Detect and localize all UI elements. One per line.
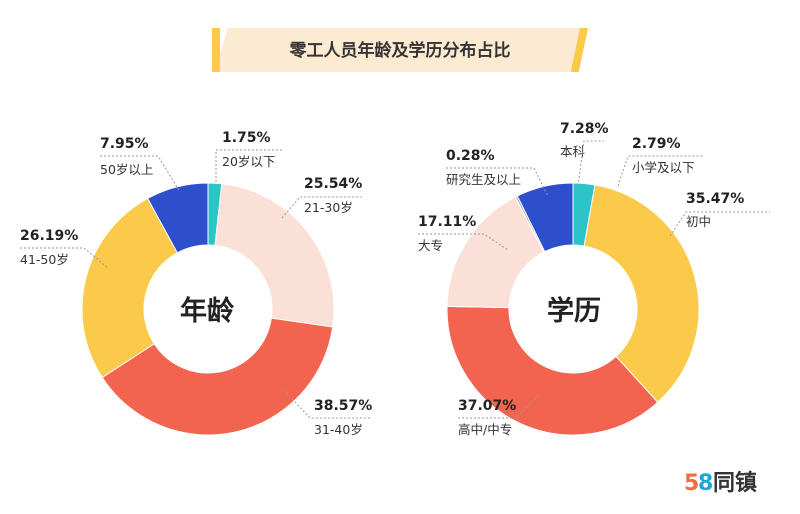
edu-leader-postgrad xyxy=(446,167,549,197)
age-slice-3 xyxy=(81,197,179,379)
edu-leader-senior xyxy=(458,393,541,419)
age-leader-21-30 xyxy=(281,196,362,219)
age-leader-20-under xyxy=(215,149,282,186)
age-label-cat-20-under: 20岁以下 xyxy=(222,154,275,169)
edu-label-cat-postgrad: 研究生及以上 xyxy=(446,172,521,187)
age-leader-50-over xyxy=(100,155,181,193)
edu-label-cat-senior: 高中/中专 xyxy=(458,422,512,437)
edu-slice-2 xyxy=(446,305,659,436)
edu-label-value-postgrad: 0.28% xyxy=(446,148,495,164)
edu-label-cat-primary: 小学及以下 xyxy=(632,160,695,175)
edu-center-label: 学历 xyxy=(547,295,601,327)
edu-label-value-junior: 35.47% xyxy=(686,191,744,207)
age-center-label: 年龄 xyxy=(180,295,235,327)
edu-leader-college xyxy=(418,233,509,251)
age-label-value-50-over: 7.95% xyxy=(100,136,149,152)
age-label-cat-50-over: 50岁以上 xyxy=(100,162,153,177)
education-donut xyxy=(446,182,700,436)
age-slice-2 xyxy=(101,317,334,436)
edu-leader-junior xyxy=(669,211,770,237)
age-leader-31-40 xyxy=(283,389,372,419)
brand-5: 5 xyxy=(684,471,699,496)
age-label-value-21-30: 25.54% xyxy=(304,176,362,192)
age-label-cat-31-40: 31-40岁 xyxy=(314,422,363,437)
age-labels: 1.75% 20岁以下 25.54% 21-30岁 38.57% 31-40岁 … xyxy=(20,130,372,437)
age-leader-41-50 xyxy=(20,247,109,269)
edu-leader-bachelor xyxy=(577,140,604,187)
brand-8: 8 xyxy=(698,471,713,496)
age-slice-1 xyxy=(214,183,335,328)
edu-label-cat-junior: 初中 xyxy=(686,214,711,229)
edu-label-cat-college: 大专 xyxy=(418,238,443,253)
age-slice-4 xyxy=(146,182,209,254)
edu-slice-5 xyxy=(516,182,574,253)
edu-label-value-college: 17.11% xyxy=(418,214,476,230)
education-labels: 2.79% 小学及以下 35.47% 初中 37.07% 高中/中专 17.11… xyxy=(418,121,770,437)
edu-label-cat-bachelor: 本科 xyxy=(560,144,586,159)
title-banner: 零工人员年龄及学历分布占比 xyxy=(212,28,589,72)
age-donut xyxy=(81,182,335,436)
chart-title: 零工人员年龄及学历分布占比 xyxy=(289,40,511,61)
brand-text: 同镇 xyxy=(713,471,757,496)
edu-label-value-senior: 37.07% xyxy=(458,398,516,414)
age-label-value-31-40: 38.57% xyxy=(314,398,372,414)
edu-slice-1 xyxy=(583,184,700,403)
age-label-value-41-50: 26.19% xyxy=(20,228,78,244)
age-label-cat-41-50: 41-50岁 xyxy=(20,252,69,267)
edu-label-value-primary: 2.79% xyxy=(632,136,681,152)
age-label-cat-21-30: 21-30岁 xyxy=(304,200,353,215)
brand-logo: 5 8 同镇 xyxy=(684,471,757,496)
age-label-value-20-under: 1.75% xyxy=(222,130,271,146)
edu-label-value-bachelor: 7.28% xyxy=(560,121,609,137)
